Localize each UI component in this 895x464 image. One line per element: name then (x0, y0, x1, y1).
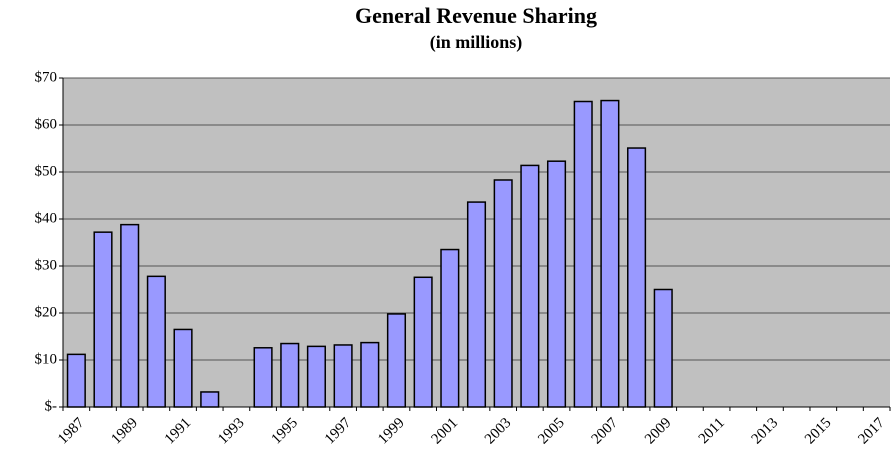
bar (360, 341, 380, 408)
bar (253, 347, 273, 408)
bar (280, 342, 300, 408)
bar (466, 201, 487, 408)
bar (306, 345, 326, 408)
bar (600, 99, 620, 408)
x-tick-label: 2009 (642, 415, 675, 448)
chart-subtitle: (in millions) (430, 32, 523, 53)
bar (333, 344, 353, 408)
x-tick-label: 2017 (855, 415, 888, 448)
y-tick-label: $40 (35, 210, 58, 226)
bar (120, 223, 140, 408)
bar (413, 276, 433, 408)
x-tick-label: 2011 (696, 415, 728, 447)
y-tick-label: $20 (35, 304, 58, 320)
x-tick-label: 2013 (749, 415, 782, 448)
y-tick-label: $60 (35, 116, 58, 132)
bar (173, 328, 193, 408)
x-tick-label: 2005 (535, 415, 568, 448)
y-tick-label: $70 (35, 69, 58, 85)
x-tick-label: 2001 (429, 415, 462, 448)
y-tick-label: $30 (35, 257, 58, 273)
bar (146, 275, 166, 408)
bar (493, 179, 513, 408)
bar (66, 353, 86, 408)
bar (93, 231, 113, 408)
bar (627, 147, 647, 408)
bar (200, 391, 220, 408)
y-tick-label: $- (45, 398, 58, 414)
x-tick-label: 1989 (108, 415, 141, 448)
x-tick-label: 2007 (589, 415, 622, 448)
bar (386, 313, 407, 408)
bar (440, 248, 460, 408)
chart-title: General Revenue Sharing (355, 3, 597, 28)
bar (546, 160, 567, 408)
x-tick-label: 1995 (268, 415, 301, 448)
y-tick-label: $10 (35, 351, 58, 367)
bar (520, 164, 540, 408)
x-tick-label: 1993 (215, 415, 248, 448)
x-tick-label: 1999 (375, 415, 408, 448)
bar (573, 100, 593, 408)
x-tick-label: 1991 (162, 415, 195, 448)
x-tick-label: 1997 (322, 415, 355, 448)
y-tick-label: $50 (35, 163, 58, 179)
bar (653, 288, 673, 408)
x-tick-label: 2015 (802, 415, 835, 448)
x-tick-label: 1987 (55, 415, 88, 448)
x-tick-label: 2003 (482, 415, 515, 448)
